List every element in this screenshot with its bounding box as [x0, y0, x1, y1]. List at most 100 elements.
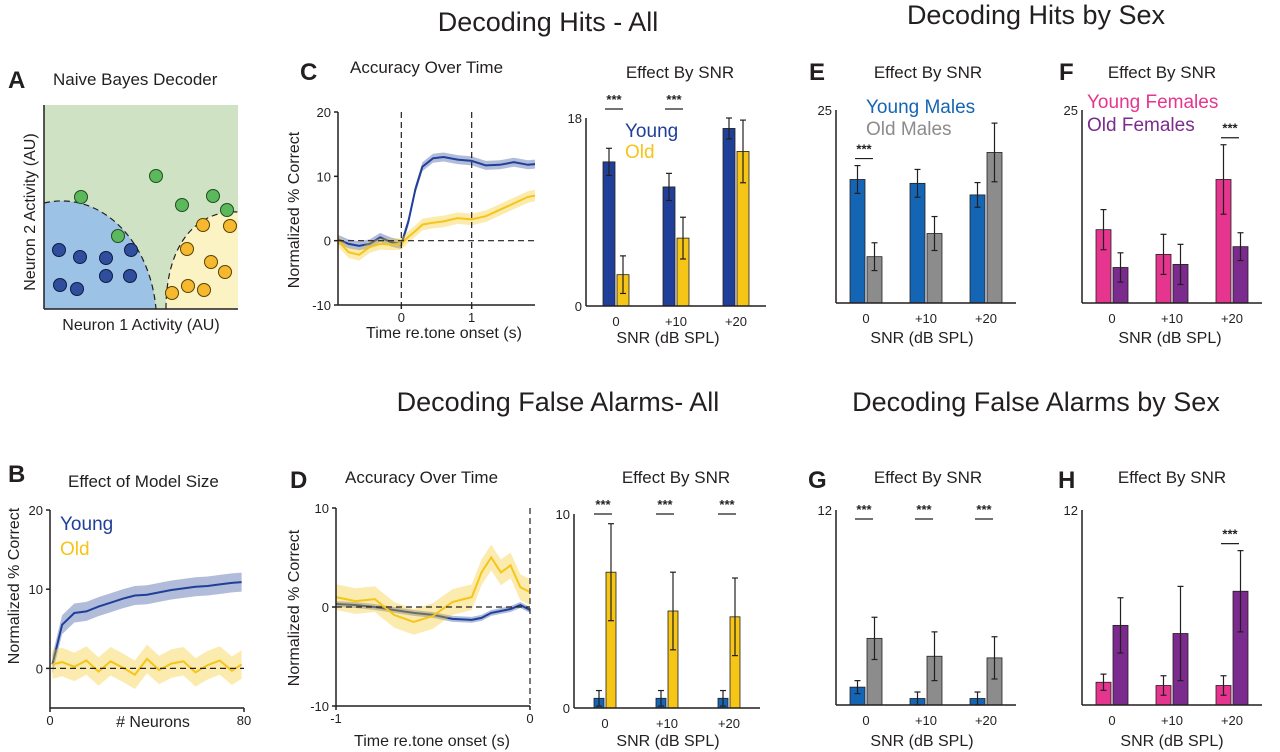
- panel-h-xlabel: SNR (dB SPL): [1120, 733, 1223, 750]
- panel-e-title: Effect By SNR: [874, 63, 982, 82]
- data-point-green: [220, 203, 234, 217]
- data-point-blue: [52, 243, 66, 257]
- panel-e-xlabel: SNR (dB SPL): [870, 330, 973, 347]
- panel-letter-c: C: [300, 59, 317, 86]
- data-point-blue: [73, 250, 87, 264]
- x-tick-label: +20: [1221, 713, 1243, 728]
- bar-young: [602, 161, 616, 307]
- x-tick-label: +10: [915, 311, 937, 326]
- panel-c-xlabel: Time re.tone onset (s): [366, 325, 522, 342]
- error-band-young: [52, 572, 242, 674]
- panel-d-bar-xlabel: SNR (dB SPL): [616, 733, 719, 750]
- y-tick-label: -10: [312, 298, 331, 313]
- series-line-old: [337, 194, 536, 256]
- data-points: [52, 169, 237, 300]
- data-point-blue: [99, 251, 113, 265]
- x-tick-label: 0: [1108, 311, 1115, 326]
- legend-old-males: Old Males: [866, 119, 952, 140]
- data-point-blue: [123, 269, 137, 283]
- data-point-yellow: [218, 265, 232, 279]
- data-point-blue: [99, 269, 113, 283]
- data-point-yellow: [223, 219, 237, 233]
- data-point-yellow: [197, 283, 211, 297]
- y-tick-label: 18: [568, 111, 582, 126]
- data-point-yellow: [181, 279, 195, 293]
- significance-marker: ***: [1222, 527, 1238, 542]
- y-tick-label: 0: [575, 299, 582, 314]
- panel-c-ylabel: Normalized % Correct: [286, 131, 303, 288]
- panel-d-ylabel: Normalized % Correct: [286, 529, 303, 686]
- legend-young: Young: [625, 121, 678, 142]
- y-tick-label: 10: [317, 169, 331, 184]
- panel-a: A Naive Bayes Decoder Neuron 1 Activity …: [8, 67, 239, 334]
- legend-young-males: Young Males: [866, 97, 975, 118]
- panel-b-xlabel: # Neurons: [116, 714, 190, 731]
- significance-marker: ***: [606, 92, 622, 107]
- series-line-young: [337, 155, 536, 247]
- x-tick-label: 0: [612, 314, 619, 329]
- x-tick-label: 0: [46, 713, 53, 728]
- data-point-blue: [53, 278, 67, 292]
- panel-letter-d: D: [290, 467, 307, 494]
- y-tick-label: 12: [818, 503, 832, 518]
- x-tick-label: 80: [237, 713, 251, 728]
- y-tick-label: 10: [315, 501, 329, 516]
- panel-c-title: Accuracy Over Time: [350, 58, 503, 77]
- x-tick-label: 0: [1108, 713, 1115, 728]
- panel-b-title: Effect of Model Size: [68, 472, 219, 491]
- error-band-old: [52, 644, 242, 689]
- legend-old: Old: [625, 142, 655, 163]
- significance-marker: ***: [976, 502, 992, 517]
- panel-g-title: Effect By SNR: [874, 468, 982, 487]
- significance-marker: ***: [719, 497, 735, 512]
- error-band-old: [338, 189, 535, 261]
- x-tick-label: 0: [398, 310, 405, 325]
- data-point-green: [74, 190, 88, 204]
- panel-d-xlabel: Time re.tone onset (s): [354, 733, 510, 750]
- significance-marker: ***: [856, 142, 872, 157]
- x-tick-label: +10: [665, 314, 687, 329]
- section-title-fa-all: Decoding False Alarms- All: [397, 387, 720, 417]
- panel-letter-h: H: [1058, 467, 1075, 494]
- y-tick-label: -10: [310, 699, 329, 714]
- data-point-green: [111, 229, 125, 243]
- significance-marker: ***: [666, 92, 682, 107]
- error-band-old: [336, 544, 530, 635]
- x-tick-label: +10: [1161, 713, 1183, 728]
- bar-chart-H: 0 +10 +20 *** 12: [1064, 503, 1262, 728]
- x-tick-label: 1: [468, 310, 475, 325]
- bar-young: [662, 186, 676, 307]
- bar-chart-G: 0 *** +10 *** +20 *** 12: [818, 502, 1016, 728]
- legend-young-females: Young Females: [1087, 92, 1218, 113]
- x-tick-label: +10: [656, 716, 678, 731]
- panel-d-title: Accuracy Over Time: [345, 468, 498, 487]
- legend-young: Young: [60, 514, 113, 535]
- y-tick-label: 20: [29, 503, 43, 518]
- significance-marker: ***: [657, 497, 673, 512]
- legend-old: Old: [60, 539, 90, 560]
- y-tick-label: 10: [29, 582, 43, 597]
- x-tick-label: +20: [975, 311, 997, 326]
- y-tick-label: 20: [317, 105, 331, 120]
- panel-d-bar-title: Effect By SNR: [622, 468, 730, 487]
- bar-chart-F: 0 +10 +20 *** 25: [1064, 103, 1262, 326]
- data-point-yellow: [196, 218, 210, 232]
- y-tick-label: 10: [556, 507, 570, 522]
- data-point-green: [175, 198, 189, 212]
- bar-chart-C-bar: 0 *** +10 *** +20 0 18: [568, 92, 766, 329]
- x-tick-label: +20: [718, 716, 740, 731]
- y-tick-label: 0: [324, 234, 331, 249]
- x-tick-label: +10: [1161, 311, 1183, 326]
- x-tick-label: 0: [862, 713, 869, 728]
- bar-young-males: [909, 182, 926, 304]
- panel-letter-a: A: [8, 67, 25, 94]
- legend-old-females: Old Females: [1087, 115, 1195, 136]
- data-point-yellow: [165, 286, 179, 300]
- bar-young-males: [849, 179, 866, 304]
- y-tick-label: 0: [563, 701, 570, 716]
- panel-letter-b: B: [8, 461, 25, 488]
- panel-f-xlabel: SNR (dB SPL): [1118, 330, 1221, 347]
- x-tick-label: -1: [330, 711, 342, 726]
